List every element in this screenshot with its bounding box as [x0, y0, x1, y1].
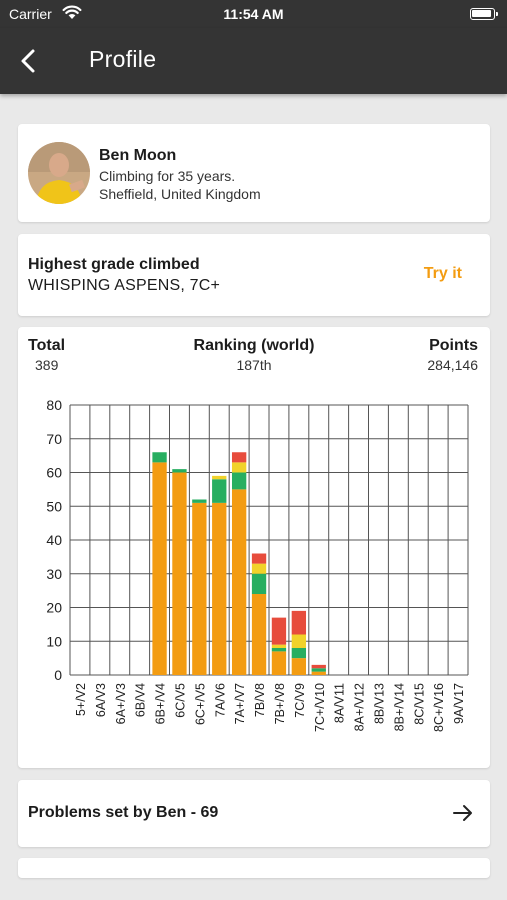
bar-segment [311, 664, 326, 669]
try-it-button[interactable]: Try it [423, 265, 462, 282]
bar-segment [192, 502, 207, 675]
bar-segment [212, 479, 227, 503]
x-tick-label: 6B/V4 [134, 683, 148, 717]
x-tick-label: 8B/V13 [372, 683, 386, 724]
y-tick-label: 20 [46, 600, 62, 616]
x-tick-label: 7A+/V7 [233, 683, 247, 724]
highest-grade-label: Highest grade climbed [28, 256, 200, 273]
bar-segment [311, 668, 326, 672]
y-tick-label: 40 [46, 532, 62, 548]
bar-segment [291, 658, 307, 675]
bar-segment [212, 475, 227, 480]
x-tick-label: 7B/V8 [253, 683, 267, 717]
x-tick-label: 6A+/V3 [114, 683, 128, 724]
bar-segment [251, 573, 267, 594]
x-tick-label: 5+/V2 [74, 683, 88, 716]
back-chevron-icon[interactable] [16, 47, 42, 75]
x-tick-label: 7B+/V8 [273, 683, 287, 724]
x-tick-label: 8B+/V14 [392, 683, 406, 731]
x-tick-label: 8C+/V16 [432, 683, 446, 732]
bar-segment [271, 648, 287, 652]
status-bar: Carrier 11:54 AM [0, 0, 507, 28]
bar-segment [231, 462, 247, 473]
problems-set-row[interactable]: Problems set by Ben - 69 [18, 780, 490, 847]
bar-segment [271, 617, 287, 645]
ranking-label: Ranking (world) [193, 337, 315, 354]
y-tick-label: 60 [46, 465, 62, 481]
x-tick-label: 7C/V9 [293, 683, 307, 718]
highest-grade-card: Highest grade climbed WHISPING ASPENS, 7… [18, 234, 490, 316]
profile-location: Sheffield, United Kingdom [99, 186, 261, 202]
total-label: Total [28, 337, 66, 354]
x-tick-label: 8A/V11 [333, 683, 347, 723]
y-tick-label: 0 [54, 667, 62, 683]
problems-set-label: Problems set by Ben - 69 [28, 804, 219, 821]
bar-segment [271, 651, 287, 675]
nav-bar: Profile [0, 28, 507, 94]
profile-experience: Climbing for 35 years. [99, 168, 236, 184]
points-label: Points [429, 337, 478, 354]
avatar [28, 142, 90, 204]
x-tick-label: 8A+/V12 [353, 683, 367, 731]
bar-segment [251, 594, 267, 675]
battery-icon [470, 8, 498, 20]
arrow-right-icon [453, 805, 472, 821]
y-tick-label: 80 [46, 397, 62, 413]
x-tick-label: 8C/V15 [412, 683, 426, 725]
bar-segment [192, 499, 207, 503]
total-value: 389 [35, 357, 59, 373]
y-tick-label: 10 [46, 633, 62, 649]
grade-distribution-chart: 0 10 20 30 40 50 60 70 80 5+/V2 6A/V3 6A+/V3 6B/V4 6B… [46, 397, 469, 732]
bar-segment [152, 452, 167, 463]
bar-segment [152, 462, 167, 675]
bar-segment [251, 563, 267, 574]
bar-segment [271, 644, 287, 648]
ranking-value: 187th [236, 357, 272, 373]
highest-grade-value: WHISPING ASPENS, 7C+ [28, 277, 221, 294]
y-tick-label: 70 [46, 431, 62, 447]
x-tick-label: 6A/V3 [94, 683, 108, 717]
page-title: Profile [89, 46, 157, 72]
bar-segment [231, 452, 247, 463]
y-tick-label: 30 [46, 566, 62, 582]
bar-segment [172, 469, 187, 473]
profile-card: Ben Moon Climbing for 35 years. Sheffiel… [18, 124, 490, 222]
bar-segment [311, 671, 326, 675]
bar-segment [291, 610, 307, 635]
y-tick-label: 50 [46, 498, 62, 514]
profile-name: Ben Moon [99, 147, 177, 164]
x-tick-label: 6C/V5 [173, 683, 187, 718]
x-tick-label: 6C+/V5 [193, 683, 207, 725]
carrier-label: Carrier [9, 6, 52, 22]
x-tick-label: 9A/V17 [452, 683, 466, 724]
bar-segment [251, 553, 267, 564]
x-tick-label: 7A/V6 [213, 683, 227, 717]
bar-segment [291, 648, 307, 659]
points-value: 284,146 [427, 357, 478, 373]
bar-segment [291, 634, 307, 648]
stats-card: Total 389 Ranking (world) 187th Points 2… [18, 327, 490, 768]
bar-segment [231, 489, 247, 675]
bar-segment [231, 472, 247, 490]
next-card [18, 858, 490, 878]
bar-segment [212, 502, 227, 675]
wifi-icon [62, 5, 82, 19]
x-tick-label: 6B+/V4 [154, 683, 168, 724]
bar-segment [172, 472, 187, 675]
x-tick-label: 7C+/V10 [313, 683, 327, 732]
clock: 11:54 AM [223, 6, 284, 22]
